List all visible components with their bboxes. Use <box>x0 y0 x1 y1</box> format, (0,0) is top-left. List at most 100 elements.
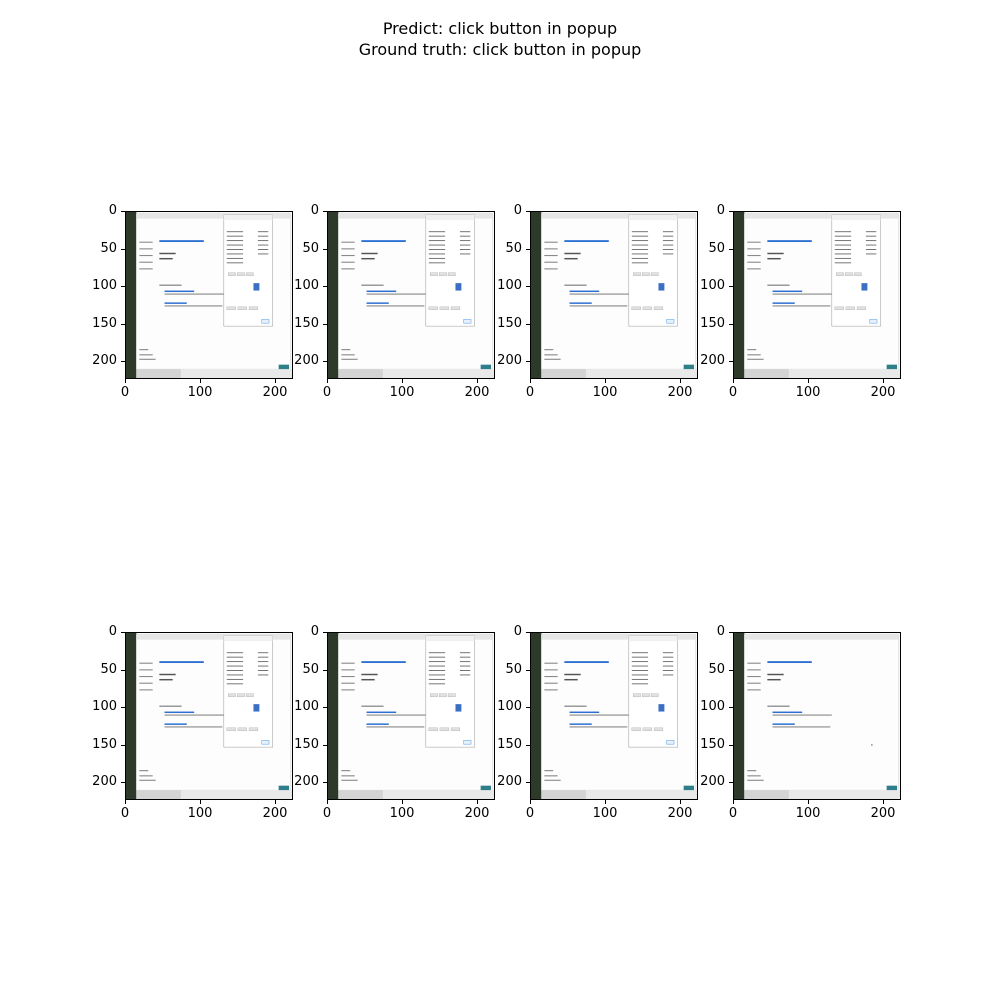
popup-label <box>631 262 649 264</box>
link-text <box>564 661 609 664</box>
x-tick-label: 100 <box>187 806 213 821</box>
popup-value <box>257 670 269 671</box>
diagnose-button <box>856 306 867 310</box>
desktop-wallpaper-strip <box>328 633 339 799</box>
y-tick-mark <box>729 744 733 746</box>
y-tick-label: 200 <box>294 774 319 789</box>
link-text <box>361 240 406 243</box>
y-tick-mark <box>323 632 327 633</box>
desktop-wallpaper-strip <box>126 633 137 799</box>
sidebar-link <box>139 689 153 691</box>
y-tick-mark <box>323 707 327 708</box>
network-activity-icon <box>455 283 462 291</box>
info-text <box>564 252 581 255</box>
popup-button <box>447 272 456 276</box>
sidebar-link <box>544 241 558 243</box>
y-tick-label: 200 <box>92 774 117 789</box>
y-tick-mark <box>526 632 530 633</box>
network-description <box>569 293 629 295</box>
popup-button <box>245 272 254 276</box>
popup-button <box>853 272 862 276</box>
sidebar-link <box>747 254 761 257</box>
sidebar-link <box>747 669 761 671</box>
popup-label <box>631 678 649 680</box>
popup-value <box>459 231 471 233</box>
popup-button <box>642 272 650 276</box>
popup-label <box>226 235 244 237</box>
popup-button <box>439 272 447 276</box>
popup-label <box>428 253 446 255</box>
diagnose-button <box>450 727 461 731</box>
properties-button <box>428 306 438 310</box>
y-tick-mark <box>323 669 327 671</box>
y-tick-mark <box>323 323 327 325</box>
sidebar-link <box>747 689 761 691</box>
popup-value <box>257 661 269 663</box>
popup-label <box>226 674 244 676</box>
see-also-text <box>544 775 558 777</box>
x-tick-mark <box>883 800 884 804</box>
popup-value <box>459 244 471 246</box>
section-heading <box>564 284 587 286</box>
y-tick-mark <box>121 361 125 362</box>
popup-button <box>845 272 853 276</box>
y-tick-mark <box>121 286 125 287</box>
see-also-text <box>139 779 156 781</box>
y-tick-label: 200 <box>92 353 117 368</box>
popup-value <box>662 665 674 667</box>
sidebar-link <box>139 669 153 671</box>
x-tick-label: 100 <box>795 385 821 400</box>
panel-image-frame <box>733 632 901 800</box>
popup-label <box>631 656 649 658</box>
main-window-titlebar <box>541 213 696 219</box>
x-tick-mark <box>808 800 809 804</box>
sidebar-link <box>341 241 355 243</box>
x-tick-label: 200 <box>262 385 288 400</box>
sidebar-link <box>341 669 355 671</box>
info-text <box>564 678 578 681</box>
popup-label <box>428 683 446 685</box>
popup-button <box>642 693 650 697</box>
popup-label <box>428 249 446 250</box>
disable-button <box>237 306 247 310</box>
popup-button <box>439 693 447 697</box>
see-also-text <box>341 354 355 356</box>
popup-label <box>631 652 649 654</box>
taskbar-search <box>136 369 181 378</box>
popup-label <box>226 652 244 654</box>
y-tick-label: 150 <box>497 315 522 331</box>
popup-value <box>257 674 269 676</box>
taskbar <box>541 369 697 378</box>
main-window-titlebar <box>541 634 696 640</box>
popup-value <box>865 253 877 255</box>
popup-label <box>428 656 446 658</box>
panel-image-frame <box>327 632 495 800</box>
main-window-titlebar <box>744 213 899 219</box>
section-heading <box>767 284 790 286</box>
y-tick-mark <box>121 707 125 708</box>
network-link <box>772 290 803 293</box>
y-tick-mark <box>323 286 327 287</box>
sidebar-link <box>747 682 761 684</box>
sidebar-link <box>544 248 558 250</box>
y-tick-mark <box>323 744 327 746</box>
popup-label <box>834 231 852 233</box>
sidebar-link <box>139 254 153 257</box>
sidebar-link <box>139 261 153 263</box>
taskbar <box>136 369 292 378</box>
x-tick-mark <box>327 800 328 804</box>
y-tick-label: 50 <box>505 240 522 256</box>
x-tick-label: 0 <box>322 806 332 821</box>
y-tick-mark <box>121 669 125 671</box>
disable-button <box>642 727 652 731</box>
see-also-text <box>747 358 764 360</box>
see-also-text <box>747 770 757 772</box>
y-tick-mark <box>729 782 733 783</box>
popup-titlebar <box>831 214 881 221</box>
x-tick-label: 0 <box>322 385 332 400</box>
y-tick-mark <box>526 744 530 746</box>
see-also-text <box>544 770 554 772</box>
popup-titlebar <box>223 214 273 221</box>
sidebar-link <box>341 689 355 691</box>
popup-label <box>226 656 244 658</box>
